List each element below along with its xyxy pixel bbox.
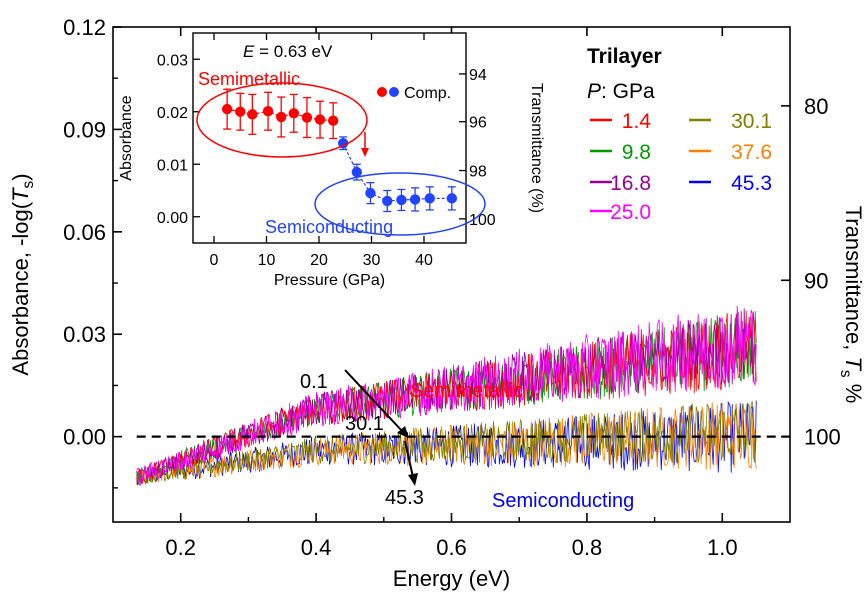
- inset-blue-point: [409, 194, 421, 205]
- inset-red-point: [327, 115, 339, 126]
- inset-red-point: [314, 114, 326, 125]
- inset-y-tick-label: 0.01: [157, 157, 188, 174]
- inset-x-tick-label: 20: [310, 252, 328, 269]
- inset-legend-blue-dot: [389, 87, 399, 97]
- legend-label-16.8: 16.8: [610, 172, 651, 195]
- series-line-1.4: [136, 310, 757, 484]
- inset-y2-tick-label: 96: [469, 115, 487, 132]
- main-axes: [112, 26, 791, 523]
- y-tick-label: 0.06: [63, 220, 106, 245]
- pressure-mid-label: 30.1: [345, 413, 384, 435]
- inset-blue-point: [446, 193, 458, 204]
- inset-x-tick-label: 40: [415, 252, 433, 269]
- inset-blue-point: [382, 195, 393, 207]
- inset-y-tick-label: 0.00: [157, 210, 188, 227]
- inset-y2-tick-label: 98: [469, 164, 487, 181]
- legend: Trilayer P: GPa 1.4 9.8 16.8 25.0 30.1 37.6 45.3: [587, 45, 772, 224]
- inset-y2-tick-label: 100: [469, 212, 496, 229]
- inset-title-part: = 0.63 eV: [254, 42, 333, 61]
- inset-semiconducting-label: Semiconducting: [265, 217, 393, 237]
- inset-y2-tick-label: 94: [469, 67, 487, 84]
- arrow-low-to-mid: [344, 369, 404, 433]
- legend-label-1.4: 1.4: [622, 110, 652, 133]
- main-text-layer: 0.2 0.4 0.6 0.8 1.0 0.00 0.03 0.06 0.09 0.12 80 90 1…: [8, 15, 866, 591]
- inset-blue-point: [351, 166, 362, 178]
- x-tick-label: 1.0: [707, 535, 738, 560]
- pressure-low-label: 0.1: [300, 371, 328, 393]
- inset-red-point: [288, 108, 299, 119]
- y-tick-label: 0.12: [63, 15, 106, 40]
- inset-blue-point: [337, 138, 349, 149]
- legend-unit-label-part: : GPa: [601, 80, 655, 103]
- y-tick-label: 0.03: [63, 322, 106, 347]
- semiconducting-label: Semiconducting: [492, 490, 634, 512]
- series-line-25.0: [136, 305, 757, 487]
- inset-transition-arrow-head: [361, 148, 369, 157]
- y2-axis-label: Transmittance, Ts %: [837, 206, 866, 404]
- inset-y-tick-label: 0.02: [157, 105, 188, 122]
- x-tick-label: 0.4: [301, 535, 332, 560]
- inset-red-point: [262, 106, 274, 117]
- legend-unit-label: P: GPa: [587, 80, 655, 103]
- legend-unit-label-part: P: [587, 80, 601, 103]
- inset-red-point: [301, 112, 313, 123]
- inset-legend-red-dot: [377, 87, 387, 97]
- inset-red-point: [247, 109, 258, 120]
- legend-label-37.6: 37.6: [731, 141, 772, 164]
- inset-x-tick-label: 30: [363, 252, 381, 269]
- y-axis-label-part: s: [20, 180, 37, 188]
- arrow-low-to-mid-head: [397, 426, 409, 438]
- y-axis-label-part: Absorbance, -log(: [8, 201, 33, 375]
- inset-red-point: [221, 103, 233, 115]
- arrow-mid-to-high-head: [408, 473, 418, 486]
- series-line-30.1: [136, 401, 757, 486]
- x-tick-label: 0.8: [572, 535, 603, 560]
- y2-tick-label: 100: [804, 425, 841, 450]
- inset-chart: 0 10 20 30 40 0.00 0.01 0.02 0.03 94 96 98 100 Pressu…: [118, 32, 545, 289]
- legend-title: Trilayer: [587, 45, 662, 68]
- arrow-mid-to-high: [404, 440, 414, 478]
- inset-title: E = 0.63 eV: [243, 42, 333, 61]
- y2-axis-label-part: Transmittance,: [841, 206, 866, 357]
- legend-label-30.1: 30.1: [731, 110, 772, 133]
- inset-x-axis-label: Pressure (GPa): [274, 272, 385, 289]
- legend-label-45.3: 45.3: [731, 172, 772, 195]
- inset-red-point: [235, 106, 246, 117]
- y-axis-label-part: ): [8, 173, 33, 180]
- series-line-16.8: [136, 308, 757, 486]
- main-data-layer: [136, 305, 757, 487]
- inset-x-tick-label: 10: [258, 252, 276, 269]
- y2-axis-label-part: %: [841, 378, 866, 404]
- y2-tick-label: 90: [804, 268, 828, 293]
- inset-legend-label: Comp.: [404, 85, 451, 102]
- y-axis-label: Absorbance, -log(Ts): [8, 173, 37, 375]
- inset-y-axis-label: Absorbance: [118, 95, 135, 180]
- y2-axis-label-part: s: [837, 370, 854, 378]
- y-tick-label: 0.00: [63, 425, 106, 450]
- semimetallic-label: Semimetallic: [410, 380, 523, 402]
- inset-y-tick-label: 0.03: [157, 52, 188, 69]
- inset-blue-point: [365, 187, 376, 199]
- y2-axis-label-part: T: [841, 356, 866, 371]
- semiconducting-ellipse: [314, 172, 486, 236]
- x-axis-label: Energy (eV): [393, 566, 510, 591]
- inset-blue-point: [396, 194, 407, 206]
- pressure-high-label: 45.3: [385, 487, 424, 509]
- y-axis-label-part: T: [8, 187, 33, 202]
- y-tick-label: 0.09: [63, 117, 106, 142]
- legend-label-9.8: 9.8: [622, 141, 651, 164]
- inset-y2-axis-label: Transmittance (%): [528, 83, 545, 213]
- x-tick-label: 0.6: [436, 535, 467, 560]
- y2-tick-label: 80: [804, 94, 828, 119]
- x-tick-label: 0.2: [165, 535, 196, 560]
- legend-label-25.0: 25.0: [610, 201, 651, 224]
- semimetallic-ellipse: [196, 82, 368, 158]
- inset-red-point: [276, 111, 287, 123]
- inset-blue-point: [424, 193, 435, 204]
- inset-semimetallic-label: Semimetallic: [198, 69, 300, 89]
- inset-x-tick-label: 0: [210, 252, 219, 269]
- inset-title-part: E: [243, 42, 255, 61]
